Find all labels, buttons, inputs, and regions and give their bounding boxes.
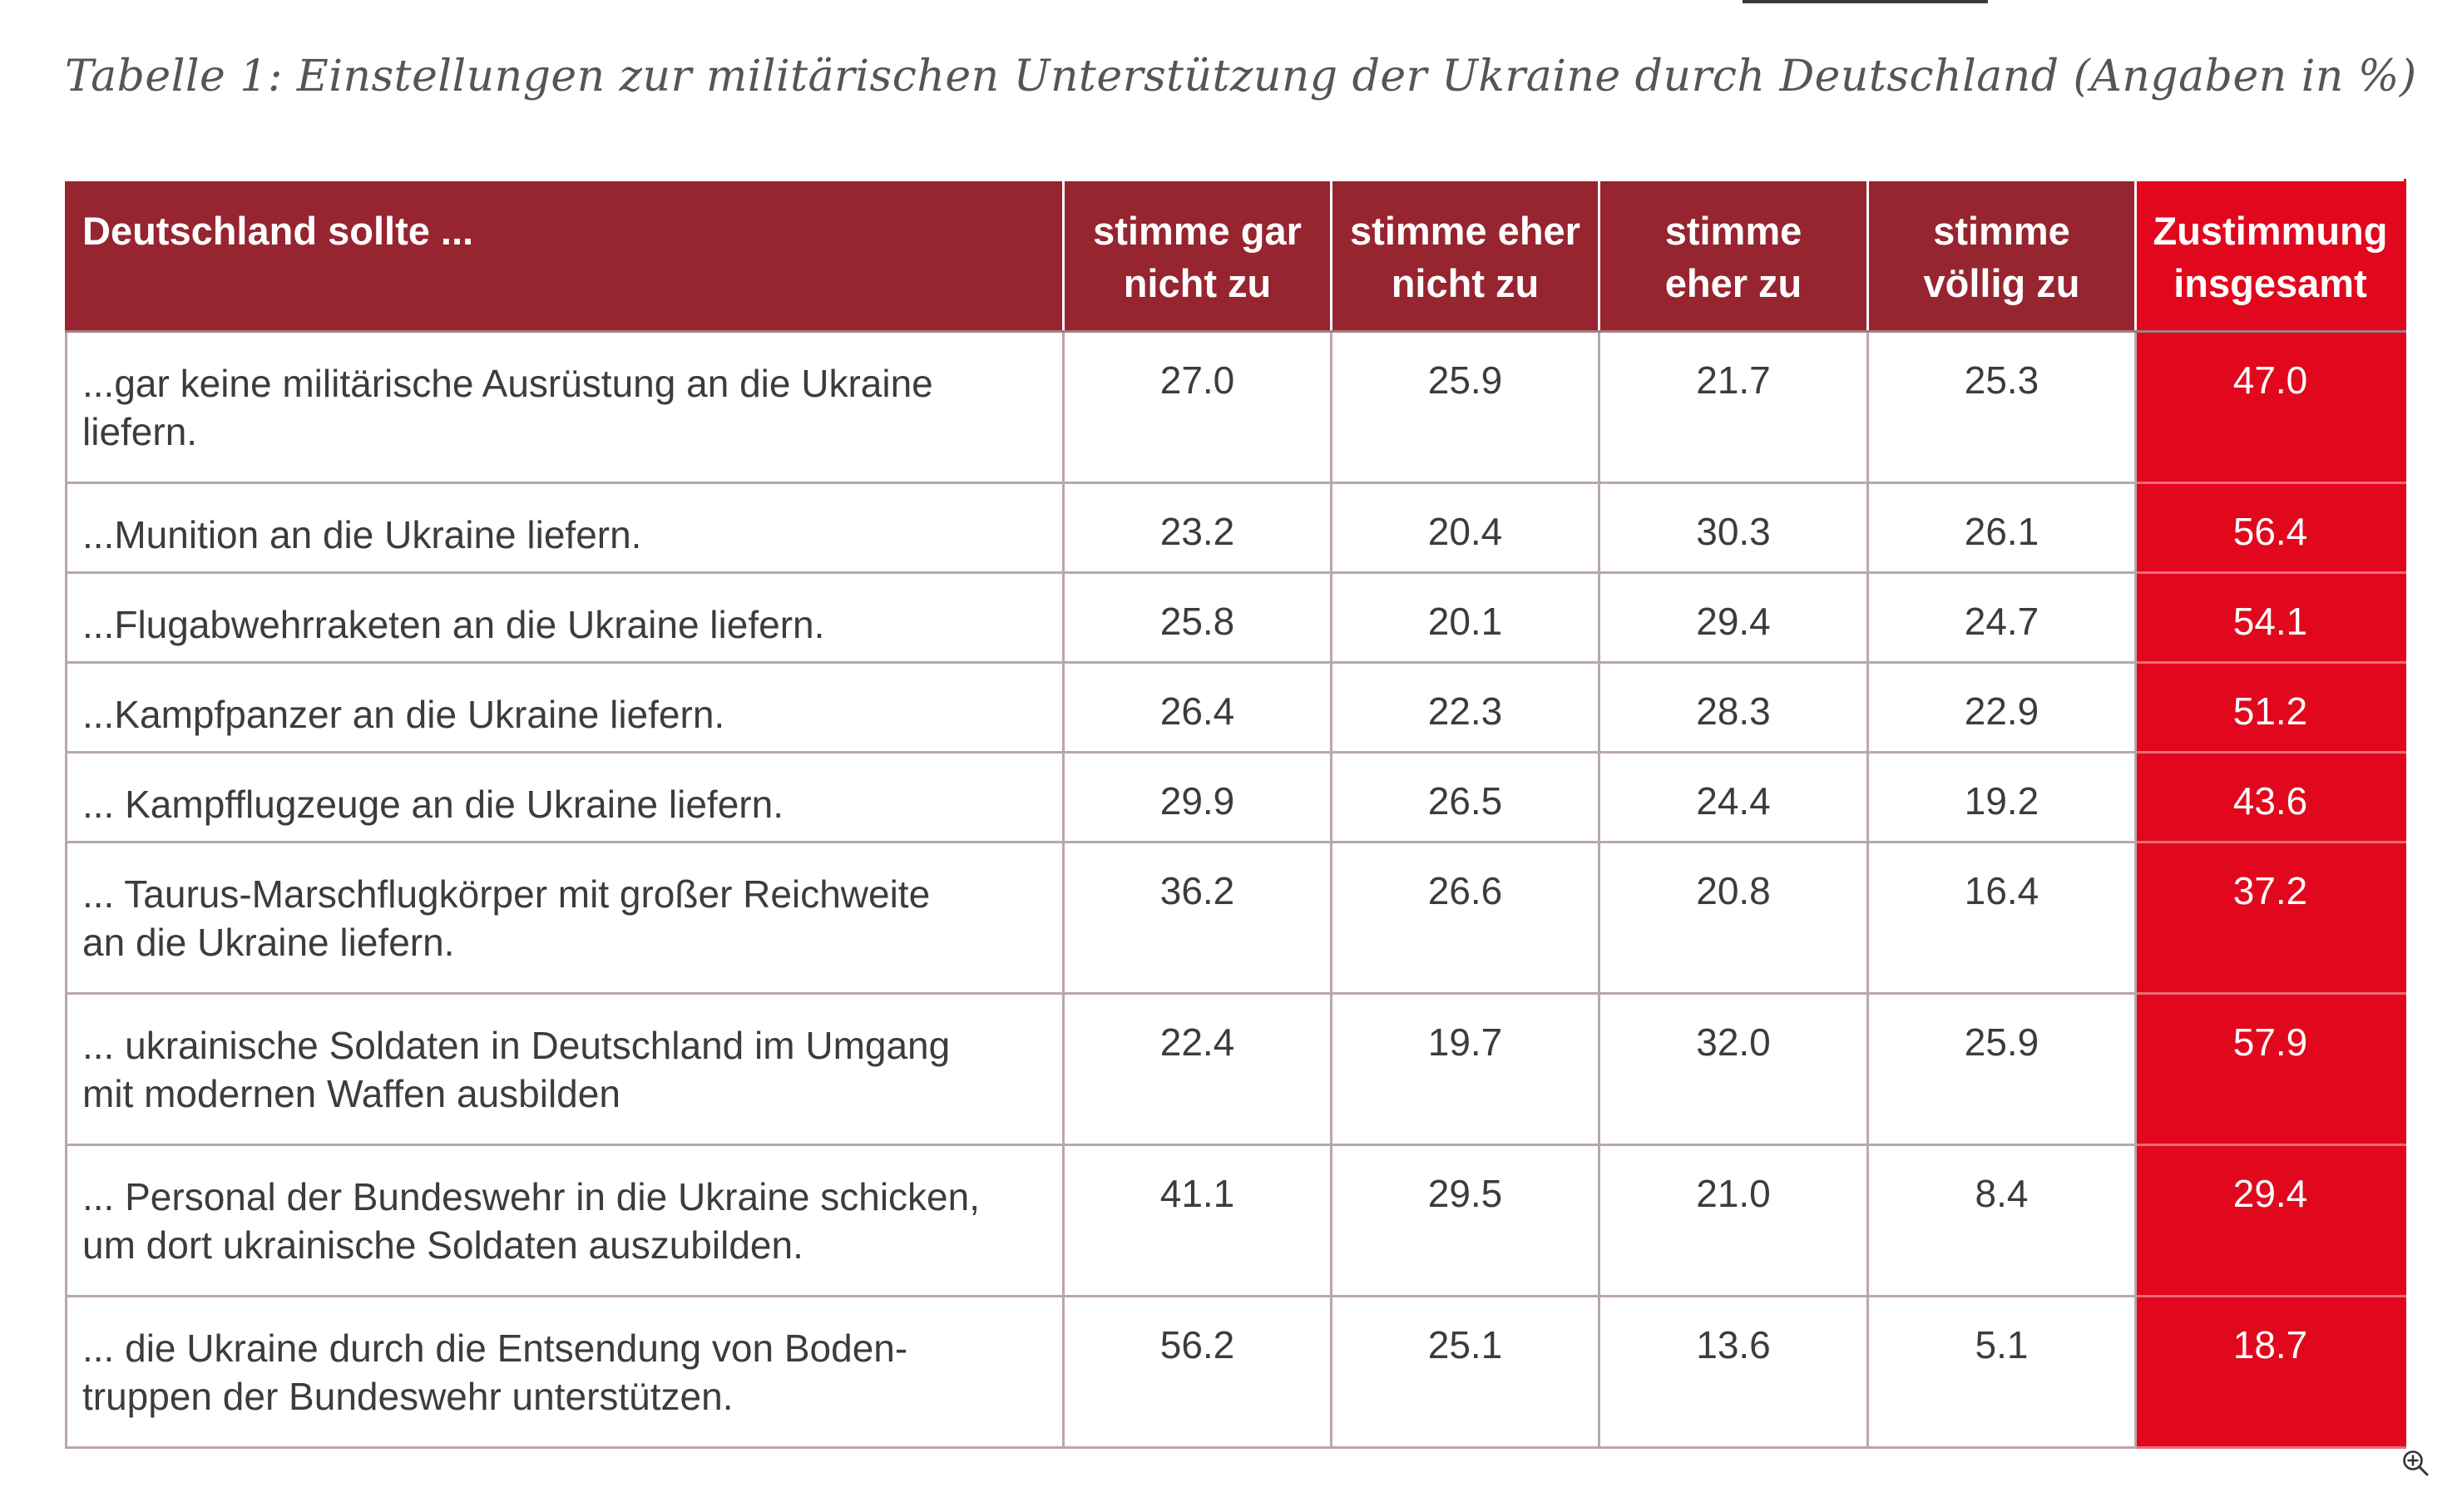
table-row: ... die Ukraine durch die Entsendung von… [65, 1295, 2406, 1449]
value-eher-zu: 21.0 [1598, 1144, 1869, 1297]
header-statement: Deutschland sollte ... [65, 179, 1065, 333]
statement-line: mit modernen Waffen ausbilden [82, 1072, 620, 1115]
value-voellig-zu: 5.1 [1866, 1295, 2137, 1449]
statement-line: ...Kampfpanzer an die Ukraine liefern. [82, 693, 725, 736]
top-scroll-bar [1743, 0, 1988, 3]
table-row: ... Taurus-Marschflugkörper mit großer R… [65, 841, 2406, 995]
value-eher-nicht: 26.6 [1330, 841, 1600, 995]
statement-cell: ...Flugabwehrraketen an die Ukraine lief… [65, 571, 1065, 664]
value-eher-zu: 32.0 [1598, 992, 1869, 1146]
header-gar-nicht: stimme gar nicht zu [1062, 179, 1332, 333]
value-eher-zu: 29.4 [1598, 571, 1869, 664]
value-total: 56.4 [2134, 482, 2406, 574]
value-voellig-zu: 19.2 [1866, 751, 2137, 843]
value-voellig-zu: 25.9 [1866, 992, 2137, 1146]
value-gar-nicht: 29.9 [1062, 751, 1332, 843]
statement-line: ... Kampfflugzeuge an die Ukraine liefer… [82, 783, 784, 826]
value-eher-zu: 20.8 [1598, 841, 1869, 995]
value-eher-zu: 13.6 [1598, 1295, 1869, 1449]
value-eher-nicht: 19.7 [1330, 992, 1600, 1146]
header-statement-label: Deutschland sollte ... [82, 209, 474, 253]
value-voellig-zu: 25.3 [1866, 330, 2137, 484]
statement-line: truppen der Bundeswehr unterstützen. [82, 1375, 734, 1418]
header-eher-nicht: stimme eher nicht zu [1330, 179, 1600, 333]
header-label-line: völlig zu [1923, 261, 2080, 305]
value-eher-nicht: 20.4 [1330, 482, 1600, 574]
table-row: ...Kampfpanzer an die Ukraine liefern. 2… [65, 661, 2406, 754]
value-eher-zu: 21.7 [1598, 330, 1869, 484]
value-eher-nicht: 25.1 [1330, 1295, 1600, 1449]
value-voellig-zu: 16.4 [1866, 841, 2137, 995]
header-label-line: eher zu [1664, 261, 1802, 305]
value-total: 18.7 [2134, 1295, 2406, 1449]
header-row: Deutschland sollte ... stimme gar nicht z… [65, 179, 2406, 333]
value-eher-zu: 30.3 [1598, 482, 1869, 574]
header-label-line: nicht zu [1123, 261, 1272, 305]
statement-cell: ... Taurus-Marschflugkörper mit großer R… [65, 841, 1065, 995]
value-eher-zu: 24.4 [1598, 751, 1869, 843]
header-voellig-zu: stimme völlig zu [1866, 179, 2137, 333]
value-eher-nicht: 20.1 [1330, 571, 1600, 664]
statement-cell: ...Kampfpanzer an die Ukraine liefern. [65, 661, 1065, 754]
value-eher-nicht: 29.5 [1330, 1144, 1600, 1297]
statement-line: liefern. [82, 410, 198, 453]
statement-line: an die Ukraine liefern. [82, 921, 455, 964]
table-row: ...Flugabwehrraketen an die Ukraine lief… [65, 571, 2406, 664]
value-total: 57.9 [2134, 992, 2406, 1146]
statement-line: ... Personal der Bundeswehr in die Ukrai… [82, 1175, 981, 1218]
value-voellig-zu: 26.1 [1866, 482, 2137, 574]
table-row: ... Kampfflugzeuge an die Ukraine liefer… [65, 751, 2406, 843]
value-gar-nicht: 22.4 [1062, 992, 1332, 1146]
header-label-line: insgesamt [2173, 261, 2367, 305]
value-gar-nicht: 23.2 [1062, 482, 1332, 574]
header-label-line: Zustimmung [2153, 209, 2388, 253]
value-gar-nicht: 27.0 [1062, 330, 1332, 484]
statement-cell: ... ukrainische Soldaten in Deutschland … [65, 992, 1065, 1146]
value-eher-nicht: 25.9 [1330, 330, 1600, 484]
value-voellig-zu: 8.4 [1866, 1144, 2137, 1297]
value-eher-nicht: 22.3 [1330, 661, 1600, 754]
header-label-line: stimme eher [1350, 209, 1580, 253]
statement-line: ...Munition an die Ukraine liefern. [82, 513, 642, 556]
survey-table: Deutschland sollte ... stimme gar nicht z… [65, 179, 2406, 1449]
statement-line: ... die Ukraine durch die Entsendung von… [82, 1327, 908, 1370]
value-total: 29.4 [2134, 1144, 2406, 1297]
value-gar-nicht: 41.1 [1062, 1144, 1332, 1297]
header-eher-zu: stimme eher zu [1598, 179, 1869, 333]
value-total: 47.0 [2134, 330, 2406, 484]
statement-cell: ... die Ukraine durch die Entsendung von… [65, 1295, 1065, 1449]
value-total: 51.2 [2134, 661, 2406, 754]
value-eher-zu: 28.3 [1598, 661, 1869, 754]
value-eher-nicht: 26.5 [1330, 751, 1600, 843]
header-total: Zustimmung insgesamt [2134, 179, 2406, 333]
statement-cell: ... Kampfflugzeuge an die Ukraine liefer… [65, 751, 1065, 843]
statement-line: ...gar keine militärische Ausrüstung an … [82, 362, 933, 405]
zoom-in-icon[interactable] [2401, 1449, 2430, 1477]
table-row: ...Munition an die Ukraine liefern. 23.2… [65, 482, 2406, 574]
value-voellig-zu: 24.7 [1866, 571, 2137, 664]
statement-line: um dort ukrainische Soldaten auszubilden… [82, 1223, 803, 1267]
header-label-line: nicht zu [1391, 261, 1540, 305]
value-total: 43.6 [2134, 751, 2406, 843]
header-label-line: stimme [1933, 209, 2070, 253]
table-caption: Tabelle 1: Einstellungen zur militärisch… [65, 52, 2417, 101]
statement-cell: ... Personal der Bundeswehr in die Ukrai… [65, 1144, 1065, 1297]
statement-line: ... ukrainische Soldaten in Deutschland … [82, 1024, 951, 1067]
value-gar-nicht: 56.2 [1062, 1295, 1332, 1449]
value-gar-nicht: 25.8 [1062, 571, 1332, 664]
value-total: 54.1 [2134, 571, 2406, 664]
value-gar-nicht: 26.4 [1062, 661, 1332, 754]
table-row: ... Personal der Bundeswehr in die Ukrai… [65, 1144, 2406, 1297]
table-row: ...gar keine militärische Ausrüstung an … [65, 330, 2406, 484]
statement-cell: ...gar keine militärische Ausrüstung an … [65, 330, 1065, 484]
statement-cell: ...Munition an die Ukraine liefern. [65, 482, 1065, 574]
table-row: ... ukrainische Soldaten in Deutschland … [65, 992, 2406, 1146]
value-voellig-zu: 22.9 [1866, 661, 2137, 754]
statement-line: ... Taurus-Marschflugkörper mit großer R… [82, 872, 931, 916]
value-total: 37.2 [2134, 841, 2406, 995]
statement-line: ...Flugabwehrraketen an die Ukraine lief… [82, 603, 825, 646]
header-label-line: stimme [1664, 209, 1802, 253]
value-gar-nicht: 36.2 [1062, 841, 1332, 995]
header-label-line: stimme gar [1093, 209, 1302, 253]
